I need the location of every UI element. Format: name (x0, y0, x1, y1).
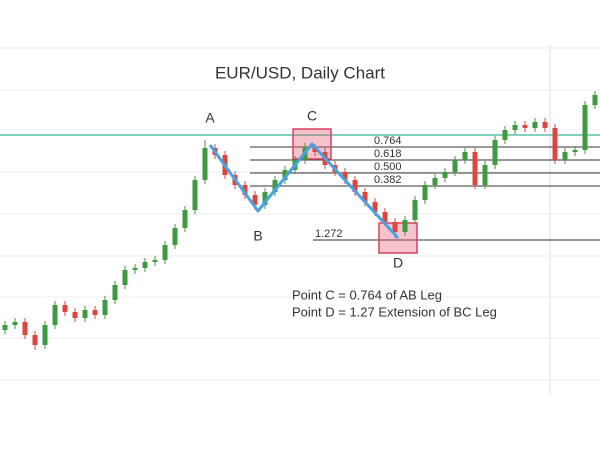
candle-body (342, 172, 348, 180)
candle-body (42, 325, 48, 345)
candle-body (432, 178, 438, 185)
candle-body (552, 128, 558, 160)
candle-body (312, 148, 318, 152)
candle-body (462, 152, 468, 160)
annotation: Point C = 0.764 of AB Leg (292, 287, 442, 302)
candle-body (182, 210, 188, 228)
candle-body (472, 152, 478, 185)
candle-body (502, 130, 508, 140)
candle-body (142, 262, 148, 268)
candle-body (112, 285, 118, 300)
pattern-line (208, 142, 400, 240)
candle-body (382, 212, 388, 222)
candle-body (32, 335, 38, 345)
chart-title: EUR/USD, Daily Chart (215, 63, 385, 82)
candle-body (402, 220, 408, 232)
candle-body (522, 125, 528, 128)
candle-body (492, 140, 498, 165)
candle-body (252, 195, 258, 205)
candle-body (562, 152, 568, 160)
point-label: B (253, 228, 262, 244)
fib-label: 0.618 (374, 148, 402, 160)
candle-body (242, 185, 248, 195)
candle-body (482, 165, 488, 185)
candle-body (162, 245, 168, 260)
candle-body (22, 322, 28, 335)
candle-body (62, 305, 68, 312)
candle-body (422, 185, 428, 200)
candle-body (122, 270, 128, 285)
candle-body (82, 310, 88, 318)
candle-body (362, 192, 368, 202)
candle-body (592, 95, 598, 105)
candle-body (72, 312, 78, 318)
candle-body (372, 202, 378, 212)
candle-body (532, 122, 538, 128)
point-label: C (307, 108, 317, 124)
candle-body (282, 170, 288, 180)
candle-body (442, 172, 448, 178)
candle-body (572, 150, 578, 152)
candle-body (172, 228, 178, 245)
candle-body (2, 325, 8, 330)
candle-body (452, 160, 458, 172)
candle-body (152, 260, 158, 262)
candle-body (92, 310, 98, 315)
candle-body (352, 180, 358, 192)
background-grid (0, 45, 600, 395)
candle-body (202, 148, 208, 180)
candle-body (192, 180, 198, 210)
candle-body (12, 322, 18, 325)
candle-body (132, 268, 138, 270)
fib-label: 0.382 (374, 174, 402, 186)
candle-body (272, 180, 278, 192)
candle-body (392, 222, 398, 232)
candle-body (102, 300, 108, 315)
point-label: D (393, 255, 403, 271)
fib-label: 1.272 (315, 228, 343, 240)
fib-label: 0.764 (374, 135, 402, 147)
candle-body (512, 125, 518, 130)
annotation: Point D = 1.27 Extension of BC Leg (292, 304, 497, 319)
candle-body (582, 105, 588, 150)
candle-body (542, 122, 548, 128)
candle-body (412, 200, 418, 220)
candle-body (52, 305, 58, 325)
fib-label: 0.500 (374, 161, 402, 173)
point-label: A (205, 110, 215, 126)
candle-body (262, 192, 268, 205)
